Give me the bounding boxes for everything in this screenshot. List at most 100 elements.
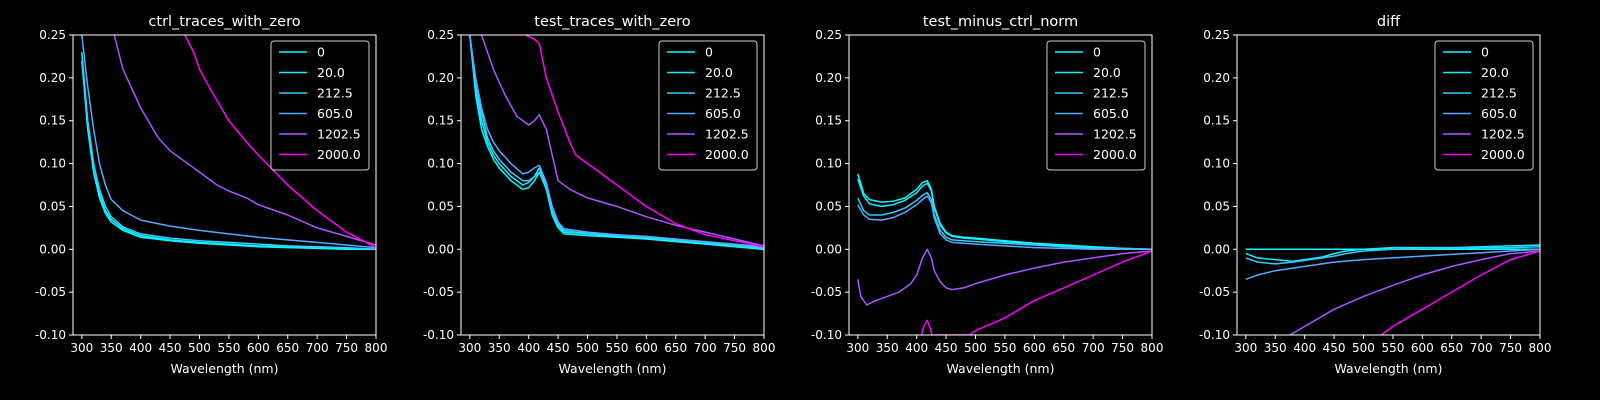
legend-entry-label: 1202.5 [317,127,361,142]
legend-entry-label: 20.0 [317,65,345,80]
legend-entry-label: 1202.5 [705,127,749,142]
x-tick-label: 800 [1141,341,1164,355]
legend-entry-label: 605.0 [705,106,741,121]
x-tick-label: 800 [1529,341,1552,355]
x-tick-label: 300 [70,341,93,355]
x-tick-label: 300 [846,341,869,355]
series-line-1202.5 [480,35,764,247]
legend-entry-label: 2000.0 [317,147,361,162]
legend: 0 20.0 212.5 605.0 1202.5 2000.0 [658,40,758,171]
series-line-1202.5 [857,248,1152,306]
y-tick-label: 0.10 [1203,157,1230,171]
x-tick-label: 600 [1023,341,1046,355]
legend-entry-label: 212.5 [1093,86,1129,101]
legend-entry-label: 20.0 [1481,65,1509,80]
x-tick-label: 600 [247,341,270,355]
y-tick-label: 0.15 [39,114,66,128]
x-tick-label: 650 [664,341,687,355]
legend-entry-label: 0 [705,45,713,60]
chart-title: diff [1377,14,1401,30]
legend: 0 20.0 212.5 605.0 1202.5 2000.0 [1046,40,1146,171]
legend: 0 20.0 212.5 605.0 1202.5 2000.0 [1434,40,1534,171]
x-tick-label: 600 [635,341,658,355]
x-tick-label: 450 [159,341,182,355]
legend-entry-label: 2000.0 [705,147,749,162]
series-group [469,35,764,251]
y-tick-label: 0.05 [427,199,454,213]
y-tick-label: 0.00 [39,242,66,256]
y-tick-label: 0.15 [1203,114,1230,128]
y-tick-label: 0.15 [815,114,842,128]
x-tick-label: 450 [1323,341,1346,355]
x-tick-label: 400 [905,341,928,355]
x-tick-label: 750 [335,341,358,355]
legend-entry-label: 212.5 [317,86,353,101]
x-tick-label: 500 [576,341,599,355]
x-tick-label: 750 [1111,341,1134,355]
x-axis-label: Wavelength (nm) [559,361,667,376]
legend-entry-label: 605.0 [1093,106,1129,121]
plot-frame [72,34,377,336]
y-tick-label: 0.25 [427,28,454,42]
chart-panel-4: diff 300 350 400 450 500 550 600 650 700 750 800 -0.… [1199,14,1552,376]
y-tick-label: -0.10 [811,328,842,342]
x-tick-label: 400 [129,341,152,355]
x-axis-label: Wavelength (nm) [947,361,1055,376]
x-tick-label: 650 [276,341,299,355]
x-tick-label: 650 [1052,341,1075,355]
y-tick-label: 0.05 [815,199,842,213]
x-axis-label: Wavelength (nm) [1335,361,1443,376]
y-tick-label: 0.20 [39,71,66,85]
series-line-605.0 [81,35,376,249]
x-tick-label: 700 [1082,341,1105,355]
y-tick-label: 0.00 [427,242,454,256]
legend-entry-label: 212.5 [1481,86,1517,101]
plot-frame [460,34,765,336]
series-line-1202.5 [113,35,376,246]
x-tick-label: 550 [217,341,240,355]
x-tick-label: 450 [935,341,958,355]
x-tick-label: 400 [517,341,540,355]
y-tick-label: 0.20 [1203,71,1230,85]
x-tick-label: 300 [1234,341,1257,355]
y-tick-label: -0.05 [423,285,454,299]
y-tick-label: 0.25 [1203,28,1230,42]
chart-title: test_minus_ctrl_norm [923,14,1078,30]
series-group [857,173,1152,335]
series-line-2000.0 [1380,250,1540,335]
series-line-212.5 [857,191,1152,251]
plot-frame [848,34,1153,336]
legend-entry-label: 20.0 [1093,65,1121,80]
series-line-20.0 [857,178,1152,251]
y-tick-label: -0.10 [423,328,454,342]
series-line-212.5 [1245,245,1540,265]
x-tick-label: 700 [1470,341,1493,355]
y-tick-label: -0.05 [1199,285,1230,299]
series-line-20.0 [1245,244,1540,263]
series-line-605.0 [1245,248,1540,281]
y-tick-label: 0.25 [815,28,842,42]
legend-entry-label: 0 [317,45,325,60]
x-tick-label: 400 [1293,341,1316,355]
x-tick-label: 350 [1264,341,1287,355]
y-tick-label: 0.20 [815,71,842,85]
series-group [81,35,376,251]
legend-entry-label: 605.0 [317,106,353,121]
legend: 0 20.0 212.5 605.0 1202.5 2000.0 [270,40,370,171]
x-tick-label: 350 [876,341,899,355]
y-tick-label: 0.20 [427,71,454,85]
y-tick-label: -0.05 [811,285,842,299]
x-tick-label: 800 [753,341,776,355]
y-tick-label: -0.10 [35,328,66,342]
x-tick-label: 500 [188,341,211,355]
y-tick-label: 0.05 [1203,199,1230,213]
legend-entry-label: 605.0 [1481,106,1517,121]
legend-entry-label: 0 [1093,45,1101,60]
y-tick-label: 0.10 [815,157,842,171]
y-tick-label: 0.05 [39,199,66,213]
series-line-1202.5 [1289,250,1540,335]
legend-entry-label: 0 [1481,45,1489,60]
y-tick-label: 0.00 [1203,242,1230,256]
x-tick-label: 350 [100,341,123,355]
